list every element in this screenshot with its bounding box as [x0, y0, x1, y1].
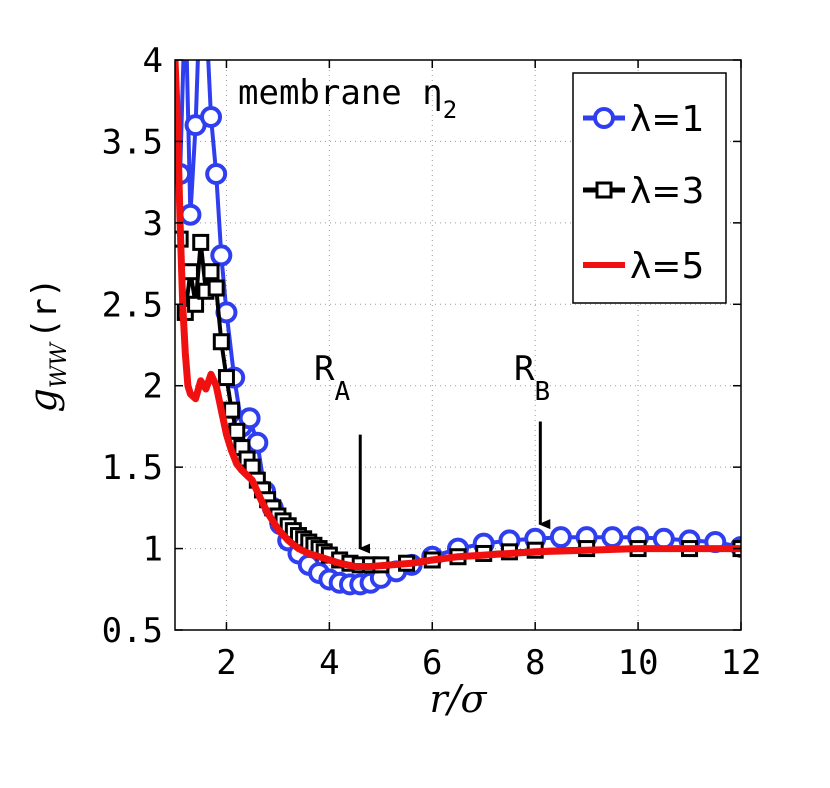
series-1-point-7 [205, 163, 228, 185]
y-axis-title-main: g [21, 388, 65, 412]
series-2-point-10 [223, 401, 241, 419]
ra-label-main: R [314, 349, 335, 389]
series-1-point-2 [179, 203, 202, 226]
series-1-point-8 [210, 244, 233, 267]
series-2-point-2 [181, 263, 199, 281]
legend-label-2: λ=3 [630, 171, 704, 212]
y-tick-label-2: 1.5 [102, 448, 163, 488]
series-1-point-1 [176, 0, 194, 4]
y-tick-label-7: 4 [143, 41, 163, 81]
series-2-point-4 [192, 233, 210, 251]
rb-label: RB [514, 349, 550, 407]
axes-box [174, 59, 742, 631]
series-layer [175, 0, 741, 596]
x-tick-label-5: 12 [721, 643, 762, 683]
x-tick-label-1: 4 [319, 643, 339, 683]
y-tick-label-3: 2 [143, 367, 163, 407]
legend: λ=1 λ=3 λ=5 [572, 72, 727, 304]
rb-label-main: R [514, 349, 535, 389]
x-tick-label-2: 6 [422, 643, 442, 683]
legend-item-2: λ=3 [583, 171, 704, 212]
series-2-point-6 [202, 263, 220, 281]
rb-label-sub: B [534, 377, 550, 407]
legend-marker-circle [593, 107, 615, 129]
grid [175, 60, 741, 630]
series-1-point-5 [197, 2, 215, 20]
series-line-3 [175, 60, 741, 570]
series-1-point-6 [200, 106, 223, 128]
membrane-label-sub: 2 [443, 96, 457, 124]
svg-text:gWW(r): gWW(r) [21, 278, 72, 413]
x-tick-label-0: 2 [216, 643, 236, 683]
legend-label-3: λ=5 [630, 246, 704, 287]
ra-label-sub: A [334, 377, 350, 407]
legend-label-1: λ=1 [630, 99, 704, 140]
y-tick-label-1: 1 [143, 530, 163, 570]
y-tick-label-0: 0.5 [102, 611, 163, 651]
series-2-point-7 [207, 279, 225, 297]
y-tick-label-5: 3 [143, 204, 163, 244]
series-1-point-12 [238, 407, 261, 430]
series-2-point-8 [212, 333, 230, 351]
ticks [175, 59, 742, 631]
series-2-point-11 [228, 422, 246, 440]
series-2-point-3 [187, 295, 205, 313]
x-tick-label-4: 10 [618, 643, 659, 683]
series-1-point-36 [601, 526, 624, 549]
series-1-point-13 [246, 431, 269, 454]
y-tick-label-6: 3.5 [102, 122, 163, 162]
legend-marker-square [595, 181, 613, 199]
series-1-point-34 [549, 526, 572, 549]
y-axis-title-sub: WW [47, 341, 72, 389]
y-axis-title-arg: (r) [25, 278, 65, 339]
y-tick-label-4: 2.5 [102, 285, 163, 325]
y-axis-title: gWW(r) [21, 278, 72, 413]
tick-labels: 2 4 6 8 10 12 0.5 1 1.5 2 2.5 3 3.5 4 [102, 41, 762, 683]
legend-item-3: λ=5 [583, 246, 704, 287]
legend-item-1: λ=1 [583, 99, 704, 140]
membrane-label: membrane η2 [238, 73, 457, 124]
x-tick-label-3: 8 [525, 643, 545, 683]
x-axis-title: r/σ [430, 677, 488, 721]
series-2-point-9 [217, 369, 235, 387]
membrane-label-main: membrane η [238, 73, 443, 113]
series-3 [175, 60, 741, 570]
ra-label: RA [314, 349, 350, 407]
